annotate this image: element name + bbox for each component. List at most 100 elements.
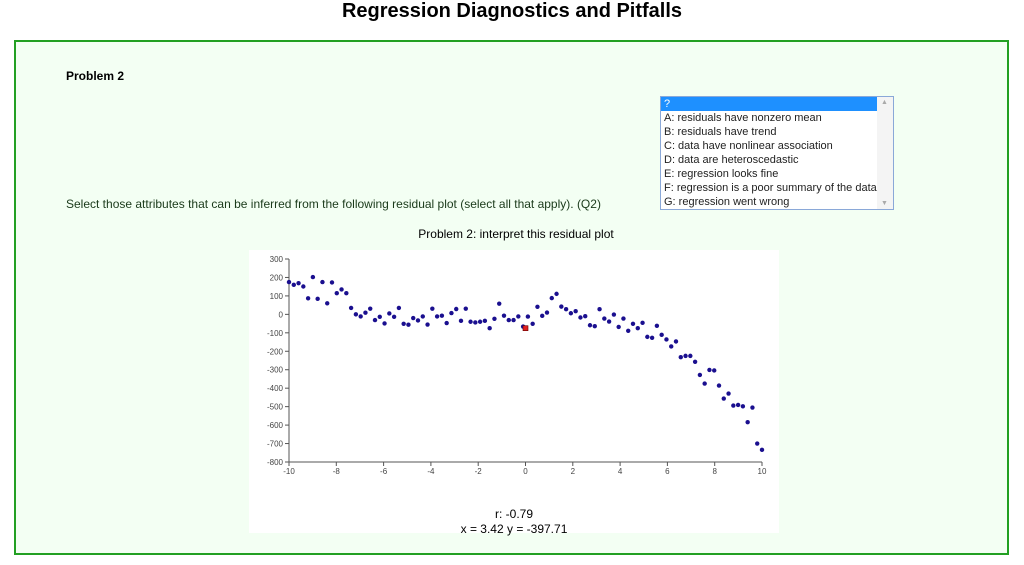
data-point	[735, 402, 741, 408]
data-point	[678, 354, 683, 360]
data-point	[583, 314, 588, 319]
data-point	[444, 320, 449, 326]
data-point	[468, 319, 473, 324]
scroll-down-icon[interactable]: ▼	[881, 200, 888, 207]
r-value: r: -0.79	[494, 507, 533, 521]
cursor-readout: x = 3.42 y = -397.71	[460, 522, 568, 536]
data-point	[325, 301, 330, 306]
data-point	[554, 291, 559, 297]
data-point	[415, 318, 421, 323]
data-point	[645, 334, 650, 340]
data-point	[606, 319, 612, 324]
data-point	[635, 326, 640, 331]
data-point	[549, 295, 554, 301]
data-point	[310, 274, 316, 280]
data-point	[688, 353, 693, 359]
listbox-option[interactable]: C: data have nonlinear association	[664, 140, 833, 152]
data-point	[755, 441, 760, 446]
data-point	[387, 311, 392, 316]
data-point	[649, 335, 655, 341]
data-point	[305, 296, 311, 301]
data-point	[573, 309, 578, 314]
data-point	[396, 305, 402, 311]
y-tick-label: 200	[270, 273, 284, 282]
data-point	[411, 315, 416, 321]
data-point	[568, 311, 574, 316]
data-point	[640, 320, 645, 326]
page-title: Regression Diagnostics and Pitfalls	[341, 0, 683, 22]
data-point	[707, 367, 712, 373]
data-point	[740, 404, 746, 409]
data-point	[348, 305, 354, 311]
listbox-option[interactable]: B: residuals have trend	[664, 126, 777, 138]
data-point	[439, 313, 445, 318]
data-point	[616, 324, 621, 330]
x-tick-label: -8	[333, 467, 341, 476]
data-point	[458, 318, 464, 324]
listbox-option[interactable]: ?	[661, 97, 877, 111]
y-tick-label: -500	[267, 403, 284, 412]
data-point	[745, 419, 750, 425]
data-point	[611, 312, 617, 317]
data-point	[473, 320, 478, 325]
data-point	[353, 312, 359, 317]
y-tick-label: -600	[267, 421, 284, 430]
listbox-scrollbar[interactable]: ▲ ▼	[877, 97, 893, 209]
data-point	[697, 372, 703, 378]
data-point	[372, 317, 378, 323]
answer-listbox[interactable]: ? A: residuals have nonzero mean B: residu…	[660, 96, 894, 210]
x-tick-label: 0	[523, 467, 528, 476]
data-point	[363, 310, 368, 315]
listbox-option[interactable]: D: data are heteroscedastic	[664, 154, 799, 166]
data-point	[544, 310, 550, 315]
data-point	[516, 314, 521, 319]
data-point	[669, 344, 674, 349]
data-point	[358, 314, 363, 319]
problem-panel: Problem 2 ? A: residuals have nonzero mea…	[14, 40, 1009, 555]
data-point	[497, 301, 502, 306]
data-point	[501, 313, 507, 318]
data-point	[368, 306, 373, 311]
listbox-option[interactable]: G: regression went wrong	[664, 196, 790, 208]
data-point	[530, 321, 535, 326]
data-point	[391, 314, 397, 319]
data-point	[320, 279, 325, 285]
data-point	[511, 317, 516, 323]
data-point	[315, 296, 320, 302]
plot-title: Problem 2: interpret this residual plot	[418, 227, 614, 241]
data-point	[664, 337, 669, 342]
data-point	[630, 321, 636, 326]
listbox-option[interactable]: F: regression is a poor summary of the d…	[664, 182, 877, 194]
data-point	[406, 322, 411, 327]
data-point	[692, 359, 698, 364]
x-tick-label: -10	[283, 467, 295, 476]
data-point	[286, 279, 292, 285]
data-point	[592, 323, 597, 329]
data-point	[454, 306, 459, 312]
data-point	[420, 314, 425, 319]
data-point	[621, 316, 626, 321]
data-point	[721, 396, 726, 401]
residual-plot[interactable]: 300 200 100 0 -100 -200 -300 -400 -500 -600 -700 -8…	[249, 250, 779, 536]
data-point	[759, 447, 765, 453]
scroll-up-icon[interactable]: ▲	[881, 99, 888, 106]
data-point	[683, 353, 688, 359]
data-point	[750, 405, 755, 410]
data-point	[597, 306, 602, 312]
data-point	[492, 316, 497, 321]
x-tick-label: 2	[571, 467, 576, 476]
data-point	[716, 383, 722, 388]
data-point	[296, 280, 301, 286]
x-tick-label: -2	[475, 467, 483, 476]
data-point	[449, 310, 454, 316]
x-tick-label: -6	[380, 467, 388, 476]
data-point	[430, 306, 435, 311]
listbox-option[interactable]: E: regression looks fine	[664, 168, 779, 180]
scatter-svg: 3002001000-100-200-300-400-500-600-700-8…	[267, 255, 767, 476]
y-tick-label: 300	[270, 255, 284, 264]
y-tick-label: -200	[267, 347, 284, 356]
listbox-option[interactable]: A: residuals have nonzero mean	[664, 112, 822, 124]
y-tick-label: -700	[267, 440, 284, 449]
data-point	[540, 313, 545, 319]
data-point	[525, 314, 531, 319]
